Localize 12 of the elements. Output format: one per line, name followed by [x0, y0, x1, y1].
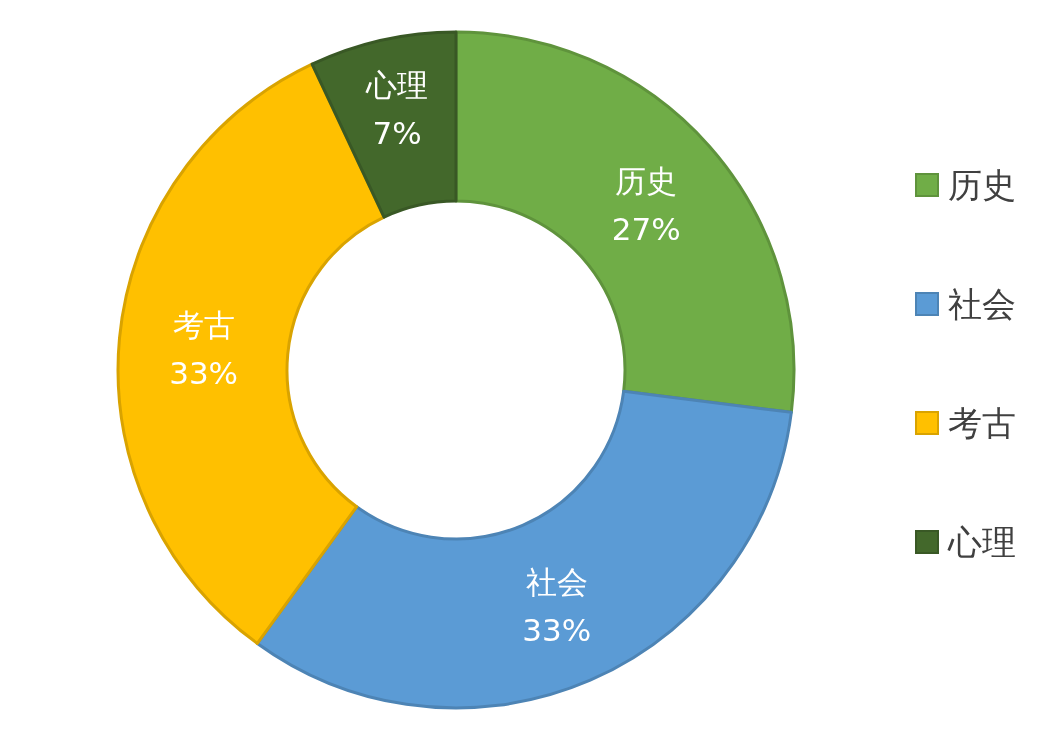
data-label: 7% [372, 115, 422, 152]
slice-label: 历史 [615, 163, 678, 200]
data-label: 27% [611, 211, 681, 248]
slice-label: 社会 [525, 563, 588, 600]
legend-label: 考古 [948, 403, 1016, 443]
slice-label: 考古 [172, 307, 235, 344]
slice-label: 心理 [365, 67, 429, 104]
legend-label: 历史 [948, 165, 1016, 205]
legend-label: 社会 [948, 284, 1016, 324]
legend-label: 心理 [947, 522, 1016, 562]
data-label: 33% [169, 355, 239, 392]
data-label: 33% [522, 611, 592, 648]
